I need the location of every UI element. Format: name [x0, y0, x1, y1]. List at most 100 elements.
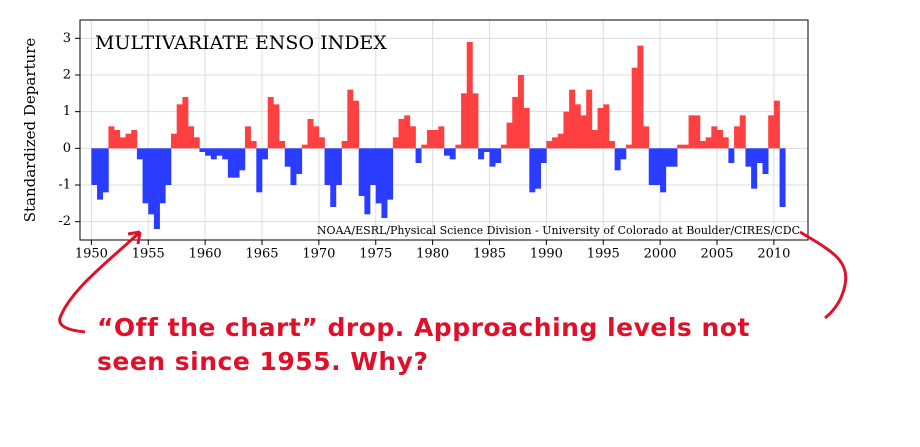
bar — [335, 148, 342, 185]
bar — [779, 148, 786, 207]
plot-frame — [79, 19, 809, 241]
bar — [574, 104, 581, 149]
bar — [529, 148, 536, 193]
bar — [216, 148, 223, 156]
bar — [671, 148, 678, 167]
bar — [711, 126, 718, 149]
bar — [102, 148, 109, 193]
bar — [347, 89, 354, 149]
bar — [478, 148, 485, 160]
y-tick-label: -1 — [58, 178, 71, 193]
bar — [739, 115, 746, 149]
x-tick-label: 1990 — [530, 247, 563, 262]
bar — [119, 137, 126, 149]
bar — [296, 148, 303, 174]
bar — [728, 148, 735, 163]
bar — [762, 148, 769, 174]
bar — [159, 148, 166, 204]
bar — [165, 148, 172, 185]
bar — [153, 148, 160, 229]
bar — [603, 104, 610, 149]
bar — [244, 126, 251, 149]
bar — [227, 148, 234, 178]
x-tick-label: 1975 — [359, 247, 392, 262]
bar — [540, 148, 547, 163]
bar — [398, 119, 405, 149]
bar — [409, 126, 416, 149]
bar — [535, 148, 541, 189]
bar — [608, 141, 615, 149]
bar — [91, 148, 98, 185]
bar — [250, 141, 257, 149]
bar — [188, 126, 195, 149]
arrow-left — [58, 230, 142, 334]
x-tick-label: 1955 — [132, 247, 165, 262]
bar — [637, 45, 644, 149]
bar — [205, 148, 212, 156]
bar — [557, 133, 564, 149]
bar — [768, 115, 775, 149]
bar — [495, 148, 502, 163]
bar — [745, 148, 752, 167]
bar — [290, 148, 297, 185]
y-axis-label: Standardized Departure — [21, 38, 39, 223]
bar — [705, 137, 712, 149]
bar — [313, 126, 320, 149]
bar — [426, 130, 433, 149]
annotation-line: seen since 1955. Why? — [97, 347, 428, 376]
bar — [580, 115, 587, 149]
bar — [677, 144, 684, 149]
bar — [341, 141, 348, 149]
bar — [432, 130, 439, 149]
x-tick-label: 1960 — [189, 247, 222, 262]
annotation-line: “Off the chart” drop. Approaching levels… — [97, 313, 750, 342]
x-tick-label: 1965 — [245, 247, 278, 262]
bar — [466, 42, 473, 149]
bar — [318, 137, 325, 149]
y-tick-label: 1 — [63, 104, 71, 119]
bar — [643, 126, 650, 149]
bar — [597, 108, 604, 149]
bar — [131, 130, 138, 149]
x-tick-label: 1980 — [416, 247, 449, 262]
bar — [614, 148, 621, 171]
bar — [512, 97, 519, 149]
bar — [500, 144, 507, 149]
bar — [699, 141, 706, 149]
chart-title: MULTIVARIATE ENSO INDEX — [95, 32, 387, 54]
bar — [620, 148, 627, 160]
bar — [387, 148, 394, 200]
bar — [563, 111, 570, 149]
bar — [489, 148, 496, 167]
bar — [136, 148, 143, 160]
bar — [392, 137, 399, 149]
bar — [324, 148, 331, 185]
bar — [279, 141, 286, 149]
bar — [717, 130, 723, 149]
bar — [256, 148, 263, 193]
bar — [472, 93, 479, 149]
y-tick-label: 2 — [63, 68, 71, 83]
bar — [751, 148, 758, 189]
bar — [114, 130, 121, 149]
bar — [631, 67, 638, 149]
bar — [665, 148, 672, 167]
x-tick-label: 2010 — [757, 247, 790, 262]
bar — [523, 108, 530, 149]
bar — [546, 141, 553, 149]
bar — [444, 148, 450, 156]
bar — [364, 148, 371, 215]
bar — [330, 148, 337, 207]
bar — [688, 115, 695, 149]
x-tick-label: 1995 — [587, 247, 620, 262]
bar — [176, 104, 183, 149]
bar — [222, 148, 229, 160]
bar — [517, 75, 524, 149]
bar — [307, 119, 314, 149]
bar — [626, 144, 632, 149]
bar — [353, 100, 359, 149]
bar — [586, 89, 593, 149]
bar — [301, 144, 308, 149]
bar — [199, 148, 206, 152]
bar — [273, 104, 280, 149]
